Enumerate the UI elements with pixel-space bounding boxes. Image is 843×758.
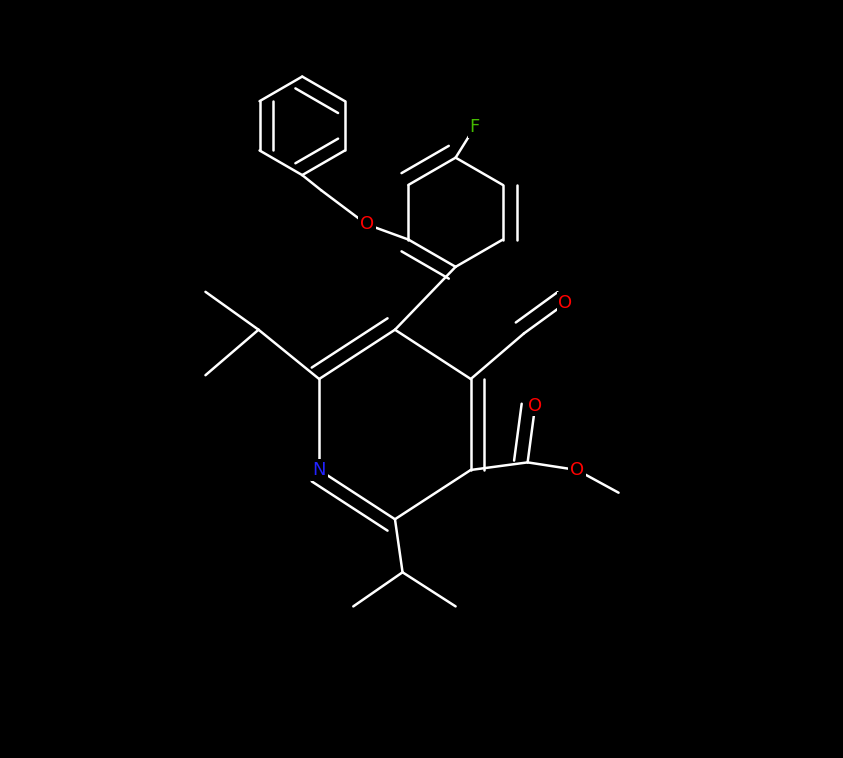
Text: O: O (570, 461, 584, 479)
Text: O: O (360, 215, 373, 233)
Text: O: O (528, 396, 542, 415)
Text: O: O (558, 294, 572, 312)
Text: N: N (313, 461, 326, 479)
Text: F: F (470, 118, 480, 136)
